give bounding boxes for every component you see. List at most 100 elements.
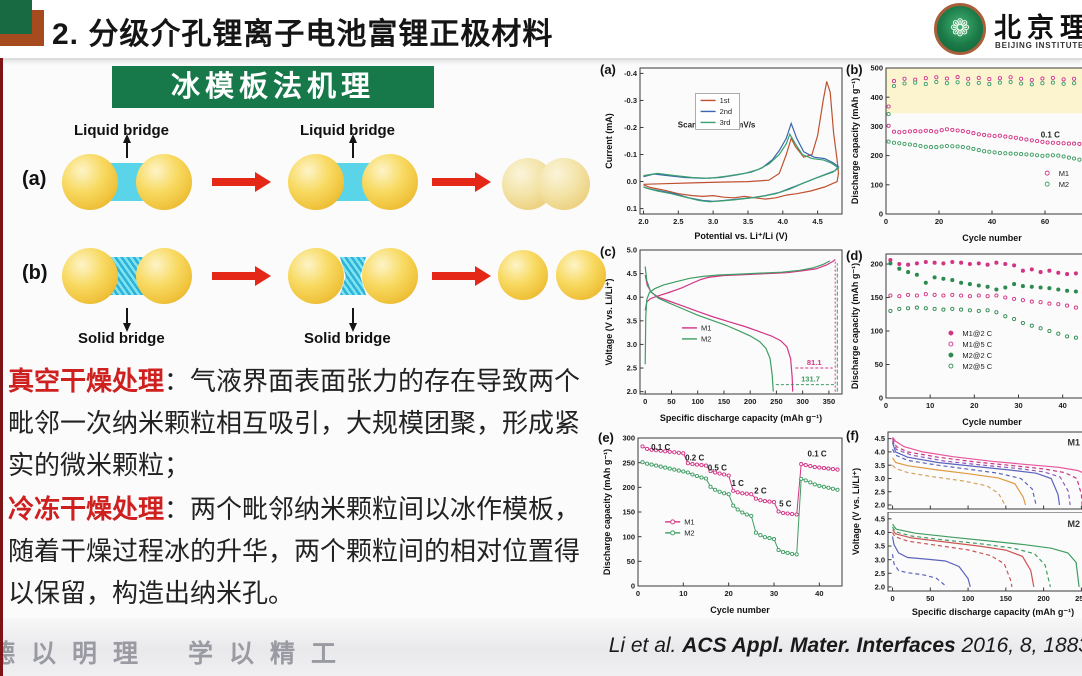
discharge-curves-m2-panel: 0 50 100 150 200 250 2.0 2.5 3.0 3.5 4.0 4.5 M2 Speci… — [866, 511, 1082, 618]
liquid-bridge-label-1: Liquid bridge — [74, 122, 169, 139]
svg-text:300: 300 — [870, 122, 883, 131]
svg-text:2.5: 2.5 — [875, 569, 885, 578]
svg-text:3.5: 3.5 — [875, 461, 885, 470]
svg-text:3.5: 3.5 — [743, 217, 753, 226]
svg-text:50: 50 — [875, 360, 883, 369]
svg-text:10: 10 — [679, 589, 687, 598]
figure-d-rate-cycling: (d) 0 10 20 30 40 0 50 100 150 200 M1@2 C M1@5 C M2@… — [846, 248, 1082, 428]
svg-text:3.0: 3.0 — [627, 340, 637, 349]
figure-label: (b) — [846, 62, 863, 77]
discharge-curves-m1-panel: 2.0 2.5 3.0 3.5 4.0 4.5 M1 — [866, 428, 1082, 512]
svg-text:3.5: 3.5 — [875, 542, 885, 551]
paragraph-lead: 冷冻干燥处理 — [8, 494, 165, 524]
svg-text:M1: M1 — [701, 324, 711, 333]
figure-c-voltage-profile: (c) 0 50 100 150 200 250 300 350 2.0 2.5 3.0 3.5 4.0… — [600, 244, 848, 424]
svg-text:Specific discharge capacity (m: Specific discharge capacity (mAh g⁻¹) — [660, 413, 822, 423]
particle-sphere — [136, 248, 192, 304]
svg-text:400: 400 — [870, 93, 883, 102]
svg-text:0: 0 — [879, 210, 883, 219]
process-arrow-icon — [432, 172, 491, 192]
svg-text:0: 0 — [643, 397, 647, 406]
svg-text:1 C: 1 C — [731, 479, 744, 488]
svg-text:4.5: 4.5 — [875, 514, 885, 523]
svg-text:M1: M1 — [1059, 169, 1069, 178]
svg-text:M2: M2 — [1068, 519, 1081, 529]
svg-text:M2: M2 — [701, 335, 711, 344]
svg-text:2nd: 2nd — [720, 107, 733, 116]
svg-text:250: 250 — [770, 397, 783, 406]
svg-text:2.0: 2.0 — [638, 217, 648, 226]
svg-text:Voltage (V vs. Li/Li⁺): Voltage (V vs. Li/Li⁺) — [604, 278, 614, 365]
svg-text:Discharge capacity (mAh g⁻¹): Discharge capacity (mAh g⁻¹) — [602, 449, 612, 575]
svg-text:350: 350 — [823, 397, 836, 406]
cv-plot: 2.0 2.5 3.0 3.5 4.0 4.5 -0.4 -0.3 -0.2 -0.1 0.0 0.1… — [600, 62, 848, 242]
paragraph-body: ：两个毗邻纳米颗粒间以冰作模板，随着干燥过程冰的升华，两个颗粒间的相对位置得以保… — [8, 494, 581, 608]
particle-sphere-fused — [538, 158, 590, 210]
paragraph-body: ：气液界面表面张力的存在导致两个毗邻一次纳米颗粒相互吸引，大规模团聚，形成紧实的… — [8, 366, 581, 480]
svg-text:2.0: 2.0 — [875, 583, 885, 592]
svg-text:200: 200 — [622, 483, 635, 492]
svg-text:-0.4: -0.4 — [624, 69, 638, 78]
header: 2. 分级介孔锂离子电池富锂正极材料 ❁ 北京理工 BEIJING INSTIT… — [0, 0, 1082, 60]
svg-text:1st: 1st — [720, 96, 731, 105]
svg-text:0: 0 — [636, 589, 640, 598]
svg-text:150: 150 — [622, 508, 635, 517]
paragraph-freeze-drying: 冷冻干燥处理：两个毗邻纳米颗粒间以冰作模板，随着干燥过程冰的升华，两个颗粒间的相… — [8, 488, 592, 614]
bit-logo-chinese: 北京理工 — [994, 13, 1082, 43]
svg-text:0.1 C: 0.1 C — [808, 449, 827, 458]
svg-text:3.0: 3.0 — [875, 474, 885, 483]
svg-text:0.2 C: 0.2 C — [685, 454, 704, 463]
page-title: 2. 分级介孔锂离子电池富锂正极材料 — [52, 18, 554, 51]
svg-text:100: 100 — [870, 180, 883, 189]
svg-text:M2: M2 — [1059, 180, 1069, 189]
svg-text:300: 300 — [622, 434, 635, 443]
figure-label: (c) — [600, 244, 616, 259]
svg-text:10: 10 — [926, 401, 934, 410]
svg-text:0.5 C: 0.5 C — [708, 464, 727, 473]
particle-sphere — [556, 250, 606, 300]
svg-text:M1: M1 — [1068, 437, 1081, 447]
svg-text:Potential vs. Li⁺/Li (V): Potential vs. Li⁺/Li (V) — [694, 231, 787, 241]
svg-text:4.5: 4.5 — [875, 434, 885, 443]
bit-logo-english: BEIJING INSTITUTE OF T — [995, 41, 1082, 50]
svg-text:100: 100 — [622, 532, 635, 541]
figure-label: (f) — [846, 428, 859, 443]
svg-text:200: 200 — [1037, 594, 1050, 603]
particle-sphere — [288, 248, 344, 304]
figure-a-cv: (a) 2.0 2.5 3.0 3.5 4.0 4.5 -0.4 -0.3 -0.2 -0.1 0.… — [600, 62, 848, 242]
svg-text:4.0: 4.0 — [875, 528, 885, 537]
svg-text:M2@5 C: M2@5 C — [962, 362, 992, 371]
svg-text:2.0: 2.0 — [875, 501, 885, 510]
voltage-profile-plot: 0 50 100 150 200 250 300 350 2.0 2.5 3.0 3.5 4.0 4.5 5… — [600, 244, 848, 424]
particle-sphere — [62, 248, 118, 304]
figure-f-ylabel: Voltage (V vs. Li/Li⁺) — [851, 467, 861, 555]
svg-text:Current (mA): Current (mA) — [604, 113, 614, 169]
process-arrow-icon — [212, 172, 271, 192]
svg-text:M2@2 C: M2@2 C — [962, 351, 992, 360]
svg-text:Discharge capacity (mAh g⁻¹): Discharge capacity (mAh g⁻¹) — [850, 263, 860, 389]
svg-text:Cycle number: Cycle number — [962, 233, 1022, 243]
svg-text:20: 20 — [970, 401, 978, 410]
svg-text:4.5: 4.5 — [627, 269, 637, 278]
school-motto: 德以明理 学以精工 — [0, 641, 353, 668]
svg-text:2.5: 2.5 — [673, 217, 683, 226]
fused-particle — [502, 158, 592, 210]
svg-text:0.1 C: 0.1 C — [651, 443, 670, 452]
cycling-plot: 0 20 40 60 0 100 200 300 400 500 0.1 C M1 M2 Cycle nu… — [846, 62, 1082, 244]
svg-text:0: 0 — [879, 394, 883, 403]
svg-text:0: 0 — [631, 582, 635, 591]
svg-text:200: 200 — [744, 397, 757, 406]
particle-sphere — [362, 154, 418, 210]
svg-text:3.0: 3.0 — [875, 555, 885, 564]
particle-pair-solid-1 — [62, 248, 192, 304]
svg-text:2.0: 2.0 — [627, 387, 637, 396]
svg-text:2.5: 2.5 — [627, 364, 637, 373]
svg-text:60: 60 — [1041, 217, 1049, 226]
figure-b-cycling: (b) 0 20 40 60 0 100 200 300 400 500 0.1 C M1 M2 Cycl… — [846, 62, 1082, 244]
svg-text:20: 20 — [935, 217, 943, 226]
svg-text:0.1 C: 0.1 C — [1041, 131, 1060, 140]
svg-text:200: 200 — [870, 260, 883, 269]
rate-capability-plot: 0 10 20 30 40 0 50 100 150 200 250 300 0.1 C 0.2 C 0.5… — [598, 430, 850, 616]
svg-text:0.0: 0.0 — [627, 177, 637, 186]
